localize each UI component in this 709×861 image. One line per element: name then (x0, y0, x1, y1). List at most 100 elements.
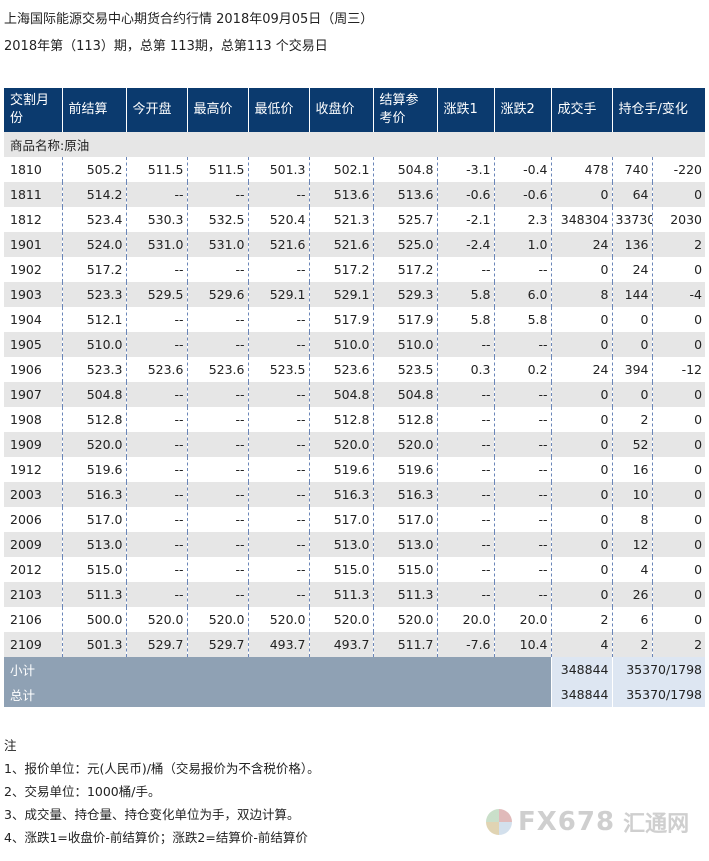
cell-open: 511.5 (125, 157, 187, 182)
cell-open: 530.3 (125, 207, 187, 232)
cell-month: 2003 (4, 482, 62, 507)
cell-oi-change: 0 (651, 457, 706, 482)
cell-month: 2106 (4, 607, 62, 632)
subtotal-row-label: 小计 (4, 657, 551, 682)
cell-change2: -0.6 (493, 182, 551, 207)
cell-change1: -0.6 (436, 182, 494, 207)
cell-low: 493.7 (247, 632, 309, 657)
cell-close: 529.1 (308, 282, 373, 307)
cell-settle-ref: 504.8 (372, 382, 437, 407)
cell-month: 2009 (4, 532, 62, 557)
cell-month: 1912 (4, 457, 62, 482)
cell-low: -- (247, 432, 309, 457)
page-title: 上海国际能源交易中心期货合约行情 2018年09月05日（周三） (4, 12, 374, 27)
cell-low: 529.1 (247, 282, 309, 307)
cell-prev-settle: 512.1 (61, 307, 126, 332)
cell-high: 511.5 (186, 157, 248, 182)
cell-open-interest: 33730 (611, 207, 652, 232)
cell-change2: 2.3 (493, 207, 551, 232)
cell-month: 1901 (4, 232, 62, 257)
cell-settle-ref: 529.3 (372, 282, 437, 307)
cell-prev-settle: 523.3 (61, 357, 126, 382)
cell-settle-ref: 515.0 (372, 557, 437, 582)
cell-high: -- (186, 182, 248, 207)
cell-close: 516.3 (308, 482, 373, 507)
cell-change1: -- (436, 557, 494, 582)
cell-prev-settle: 514.2 (61, 182, 126, 207)
cell-open: -- (125, 582, 187, 607)
cell-open-interest: 10 (611, 482, 652, 507)
cell-change2: 0.2 (493, 357, 551, 382)
cell-low: 501.3 (247, 157, 309, 182)
cell-change1: 0.3 (436, 357, 494, 382)
cell-close: 517.0 (308, 507, 373, 532)
cell-volume: 0 (550, 307, 612, 332)
cell-month: 1909 (4, 432, 62, 457)
cell-high: -- (186, 332, 248, 357)
cell-close: 513.0 (308, 532, 373, 557)
cell-high: 529.6 (186, 282, 248, 307)
cell-open-interest: 740 (611, 157, 652, 182)
cell-oi-change: 2030 (651, 207, 706, 232)
cell-low: 521.6 (247, 232, 309, 257)
cell-open-interest: 4 (611, 557, 652, 582)
cell-change2: -- (493, 457, 551, 482)
cell-settle-ref: 510.0 (372, 332, 437, 357)
cell-change2: -- (493, 257, 551, 282)
cell-prev-settle: 500.0 (61, 607, 126, 632)
cell-high: 531.0 (186, 232, 248, 257)
cell-prev-settle: 523.3 (61, 282, 126, 307)
cell-volume: 0 (550, 432, 612, 457)
cell-open-interest: 394 (611, 357, 652, 382)
cell-open: 520.0 (125, 607, 187, 632)
cell-open-interest: 0 (611, 307, 652, 332)
cell-open-interest: 136 (611, 232, 652, 257)
cell-change1: -- (436, 582, 494, 607)
cell-volume: 2 (550, 607, 612, 632)
cell-change1: -- (436, 332, 494, 357)
cell-open-interest: 52 (611, 432, 652, 457)
cell-close: 517.9 (308, 307, 373, 332)
cell-oi-change: 0 (651, 507, 706, 532)
cell-prev-settle: 519.6 (61, 457, 126, 482)
cell-month: 1907 (4, 382, 62, 407)
note-item: 1、报价单位：元(人民币)/桶（交易报价为不含税价格）。 (4, 761, 320, 776)
cell-high: -- (186, 407, 248, 432)
cell-month: 1811 (4, 182, 62, 207)
col-header-month: 交割月份 (4, 88, 63, 132)
cell-prev-settle: 523.4 (61, 207, 126, 232)
cell-settle-ref: 513.6 (372, 182, 437, 207)
cell-prev-settle: 520.0 (61, 432, 126, 457)
cell-open-interest: 26 (611, 582, 652, 607)
cell-settle-ref: 512.8 (372, 407, 437, 432)
cell-close: 513.6 (308, 182, 373, 207)
cell-open: -- (125, 532, 187, 557)
cell-high: 532.5 (186, 207, 248, 232)
cell-change2: -- (493, 407, 551, 432)
cell-high: -- (186, 307, 248, 332)
col-header-close: 收盘价 (309, 88, 374, 132)
cell-low: -- (247, 332, 309, 357)
cell-volume: 0 (550, 532, 612, 557)
cell-volume: 0 (550, 182, 612, 207)
cell-change2: -- (493, 332, 551, 357)
cell-open: 529.5 (125, 282, 187, 307)
cell-prev-settle: 524.0 (61, 232, 126, 257)
watermark-brand-cn: 汇通网 (623, 812, 690, 837)
cell-volume: 0 (550, 557, 612, 582)
cell-change1: -- (436, 482, 494, 507)
cell-oi-change: 2 (651, 232, 706, 257)
cell-month: 1908 (4, 407, 62, 432)
cell-close: 511.3 (308, 582, 373, 607)
quotes-table: 交割月份 前结算 今开盘 最高价 最低价 收盘价 结算参考价 涨跌1 涨跌2 成… (4, 88, 706, 707)
cell-high: -- (186, 432, 248, 457)
group-row: 商品名称:原油 (4, 132, 706, 157)
cell-high: -- (186, 382, 248, 407)
cell-volume: 348304 (550, 207, 612, 232)
cell-low: 520.4 (247, 207, 309, 232)
cell-oi-change: 0 (651, 557, 706, 582)
cell-oi-change: 0 (651, 482, 706, 507)
cell-close: 517.2 (308, 257, 373, 282)
cell-low: 520.0 (247, 607, 309, 632)
col-header-change2: 涨跌2 (494, 88, 552, 132)
